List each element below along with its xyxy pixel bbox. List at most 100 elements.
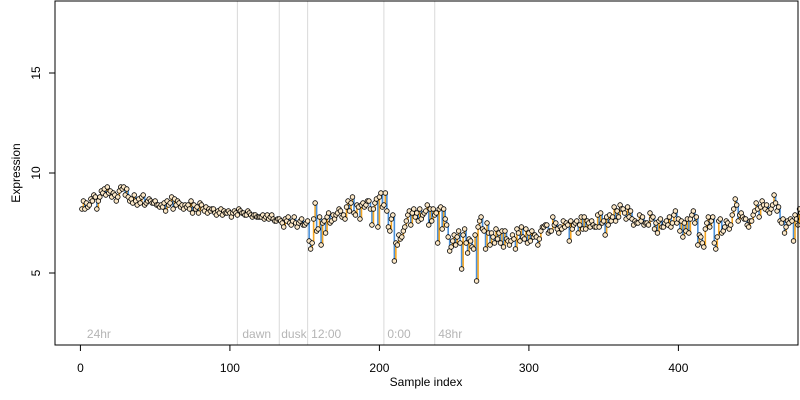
- data-point: [695, 242, 701, 248]
- data-point: [343, 204, 350, 210]
- data-point: [734, 202, 740, 208]
- data-point: [681, 220, 688, 226]
- data-point: [348, 200, 354, 206]
- data-point: [481, 228, 487, 234]
- data-point: [435, 240, 441, 246]
- data-point: [443, 222, 450, 228]
- data-point: [669, 220, 676, 226]
- data-point: [454, 234, 460, 240]
- data-point: [315, 226, 321, 232]
- data-point: [285, 214, 291, 220]
- data-point: [461, 226, 468, 232]
- y-tick-label: 5: [29, 269, 43, 276]
- data-point: [597, 210, 604, 216]
- data-point: [381, 202, 387, 208]
- data-point: [704, 220, 710, 226]
- data-point: [515, 230, 522, 236]
- data-point: [298, 216, 305, 222]
- data-point: [464, 250, 471, 256]
- data-point: [527, 238, 534, 244]
- data-point: [780, 216, 786, 222]
- data-point: [370, 206, 377, 212]
- data-point: [494, 236, 501, 242]
- data-point: [470, 246, 477, 252]
- data-point: [512, 246, 519, 252]
- data-point: [535, 242, 541, 248]
- data-point: [304, 218, 311, 224]
- data-point: [748, 218, 755, 224]
- data-point: [624, 204, 631, 210]
- data-point: [449, 238, 456, 244]
- data-point: [92, 194, 99, 200]
- data-point: [502, 228, 508, 234]
- data-point: [131, 192, 137, 198]
- data-point: [602, 232, 608, 238]
- data-point: [702, 226, 709, 232]
- data-point: [484, 220, 490, 226]
- data-point: [521, 236, 528, 242]
- data-point: [455, 228, 462, 234]
- data-point: [291, 214, 297, 220]
- data-point: [742, 216, 749, 222]
- data-point: [316, 214, 323, 220]
- data-point: [321, 218, 327, 224]
- data-point: [378, 190, 384, 196]
- data-point: [318, 242, 324, 248]
- data-point: [439, 226, 445, 232]
- data-point: [322, 230, 329, 236]
- data-point: [713, 246, 719, 252]
- data-point: [490, 234, 496, 240]
- data-point: [352, 212, 359, 218]
- phase-label: 12:00: [311, 327, 341, 341]
- data-point: [493, 226, 499, 232]
- data-point: [717, 216, 723, 222]
- data-point: [417, 206, 423, 212]
- y-tick-label: 15: [29, 66, 43, 80]
- data-point: [390, 212, 396, 218]
- data-point: [600, 218, 607, 224]
- data-point: [307, 246, 314, 252]
- data-point: [124, 186, 130, 192]
- x-tick-label: 0: [77, 361, 84, 375]
- data-point: [651, 226, 658, 232]
- data-point: [729, 212, 735, 218]
- data-point: [735, 218, 741, 224]
- data-point: [408, 222, 414, 228]
- data-point: [544, 222, 550, 228]
- data-points: [79, 184, 800, 284]
- data-point: [711, 240, 717, 246]
- data-point: [553, 220, 559, 226]
- phase-label: 24hr: [87, 327, 111, 341]
- data-point: [731, 206, 737, 212]
- x-tick-label: 100: [220, 361, 240, 375]
- data-point: [666, 214, 673, 220]
- data-point: [310, 216, 317, 222]
- data-point: [423, 208, 429, 214]
- data-point: [701, 244, 707, 250]
- data-point: [654, 230, 661, 236]
- data-point: [511, 236, 517, 242]
- data-point: [627, 208, 634, 214]
- data-point: [448, 244, 454, 250]
- data-point: [195, 210, 202, 216]
- data-point: [577, 222, 583, 228]
- data-point: [575, 230, 581, 236]
- data-point: [162, 208, 169, 214]
- phase-annotations: 24hr dawn dusk 12:00 0:00 48hr: [87, 327, 462, 341]
- data-point: [745, 224, 752, 230]
- data-point: [672, 208, 679, 214]
- data-point: [500, 244, 507, 250]
- data-point: [686, 230, 692, 236]
- phase-label: 0:00: [387, 327, 411, 341]
- x-tick-label: 200: [369, 361, 389, 375]
- data-point: [647, 210, 653, 216]
- data-point: [705, 214, 712, 220]
- data-point: [384, 208, 390, 214]
- data-point: [460, 232, 466, 238]
- data-point: [680, 234, 686, 240]
- data-point: [790, 238, 797, 244]
- data-point: [94, 206, 100, 212]
- data-point: [433, 210, 439, 216]
- data-point: [234, 212, 241, 218]
